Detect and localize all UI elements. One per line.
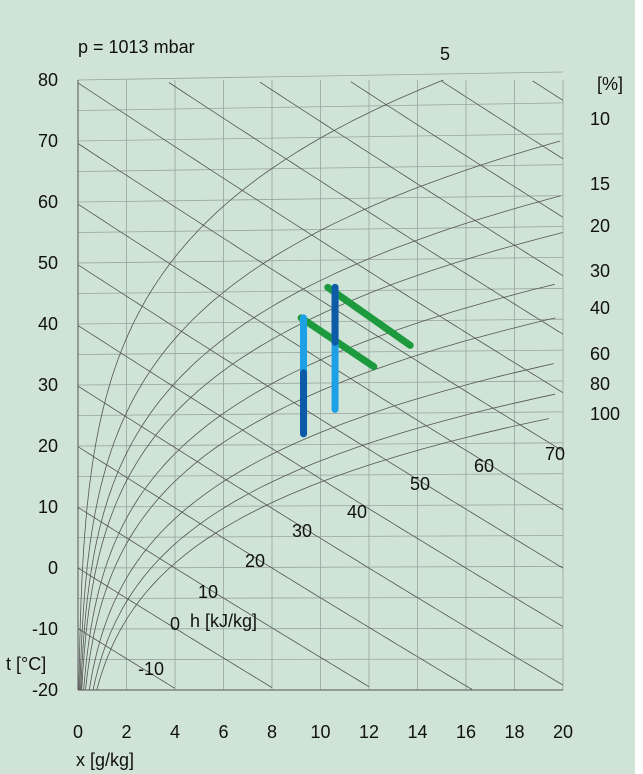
grid-layer <box>77 71 564 691</box>
y-axis-label: t [°C] <box>6 654 46 674</box>
enthalpy-line-70 <box>77 143 564 452</box>
enthalpy-line <box>168 82 564 335</box>
rh-curve-30 <box>83 283 555 691</box>
x-axis-label: x [g/kg] <box>76 750 134 770</box>
series-layer <box>297 283 414 438</box>
isotherm-line <box>77 535 564 538</box>
y-tick-label: 20 <box>38 436 58 456</box>
rh-label: 15 <box>590 174 610 194</box>
rh-label: 100 <box>590 404 620 424</box>
enthalpy-label: 30 <box>292 521 312 541</box>
isotherm-line <box>77 473 564 477</box>
rh-label: 40 <box>590 298 610 318</box>
y-tick-label: -10 <box>32 619 58 639</box>
x-tick-label: 2 <box>121 722 131 742</box>
isotherm-line <box>77 226 564 233</box>
isotherm-line <box>77 133 564 142</box>
rh-label: 5 <box>440 44 450 64</box>
isotherm-line <box>77 411 564 416</box>
enthalpy-label: 40 <box>347 502 367 522</box>
isotherm-line <box>77 318 564 325</box>
isotherm-line <box>77 380 564 386</box>
isotherm-line <box>77 71 564 81</box>
y-tick-label: 10 <box>38 497 58 517</box>
enthalpy-line <box>441 80 564 160</box>
y-tick-label: 30 <box>38 375 58 395</box>
y-tick-label: 0 <box>48 558 58 578</box>
rh-label: 80 <box>590 374 610 394</box>
x-tick-label: 4 <box>170 722 180 742</box>
x-tick-label: 10 <box>310 722 330 742</box>
rh-unit-label: [%] <box>597 74 623 94</box>
x-tick-label: 16 <box>456 722 476 742</box>
y-tick-label: 50 <box>38 253 58 273</box>
rh-curve-100 <box>96 418 549 691</box>
isotherm-line <box>77 349 564 355</box>
enthalpy-line-30 <box>77 385 564 686</box>
enthalpy-line <box>77 82 564 394</box>
x-tick-label: 0 <box>73 722 83 742</box>
isotherm-line <box>77 504 564 508</box>
enthalpy-unit-label: h [kJ/kg] <box>190 611 257 631</box>
isotherm-line <box>77 627 564 630</box>
y-tick-label: -20 <box>32 680 58 700</box>
rh-curve-15 <box>80 195 561 691</box>
x-tick-label: 6 <box>218 722 228 742</box>
enthalpy-line-20 <box>77 446 473 690</box>
enthalpy-line-60 <box>77 203 564 510</box>
enthalpy-label: 10 <box>198 582 218 602</box>
y-tick-label: 60 <box>38 192 58 212</box>
pressure-label: p = 1013 mbar <box>78 37 195 57</box>
x-tick-label: 18 <box>504 722 524 742</box>
rh-curve-60 <box>88 363 554 691</box>
enthalpy-line--10 <box>77 628 176 689</box>
isotherm-line <box>77 287 564 294</box>
enthalpy-label: 70 <box>545 444 565 464</box>
rh-curve-80 <box>92 393 556 691</box>
rh-label: 60 <box>590 344 610 364</box>
enthalpy-label: 20 <box>245 551 265 571</box>
enthalpy-line <box>532 80 564 101</box>
x-tick-label: 12 <box>359 722 379 742</box>
enthalpy-label: 0 <box>170 614 180 634</box>
enthalpy-line-50 <box>77 264 564 569</box>
enthalpy-line-40 <box>77 325 564 627</box>
isotherm-line <box>77 102 564 111</box>
y-tick-label: 70 <box>38 131 58 151</box>
x-tick-label: 20 <box>553 722 573 742</box>
isotherm-line <box>77 195 564 203</box>
isotherm-line <box>77 257 564 264</box>
enthalpy-label: 60 <box>474 456 494 476</box>
rh-label: 30 <box>590 261 610 281</box>
enthalpy-label: -10 <box>138 659 164 679</box>
y-tick-label: 40 <box>38 314 58 334</box>
x-tick-label: 14 <box>407 722 427 742</box>
enthalpy-label: 50 <box>410 474 430 494</box>
process-line-0-1 <box>324 283 414 349</box>
y-tick-label: 80 <box>38 70 58 90</box>
rh-label: 20 <box>590 216 610 236</box>
rh-curve-5 <box>78 79 444 691</box>
rh-curve-40 <box>85 317 556 691</box>
enthalpy-line <box>259 81 564 277</box>
enthalpy-line-10 <box>77 507 370 688</box>
x-tick-label: 8 <box>267 722 277 742</box>
rh-label: 10 <box>590 109 610 129</box>
rh-curve-10 <box>79 140 561 691</box>
isotherm-line <box>77 566 564 569</box>
isotherm-line <box>77 442 564 447</box>
enthalpy-line <box>350 81 564 218</box>
enthalpy-line-0 <box>77 567 273 688</box>
label-layer: p = 1013 mbar [%] h [kJ/kg] t [°C] x [g/… <box>6 37 623 770</box>
curve-layer <box>77 79 564 691</box>
